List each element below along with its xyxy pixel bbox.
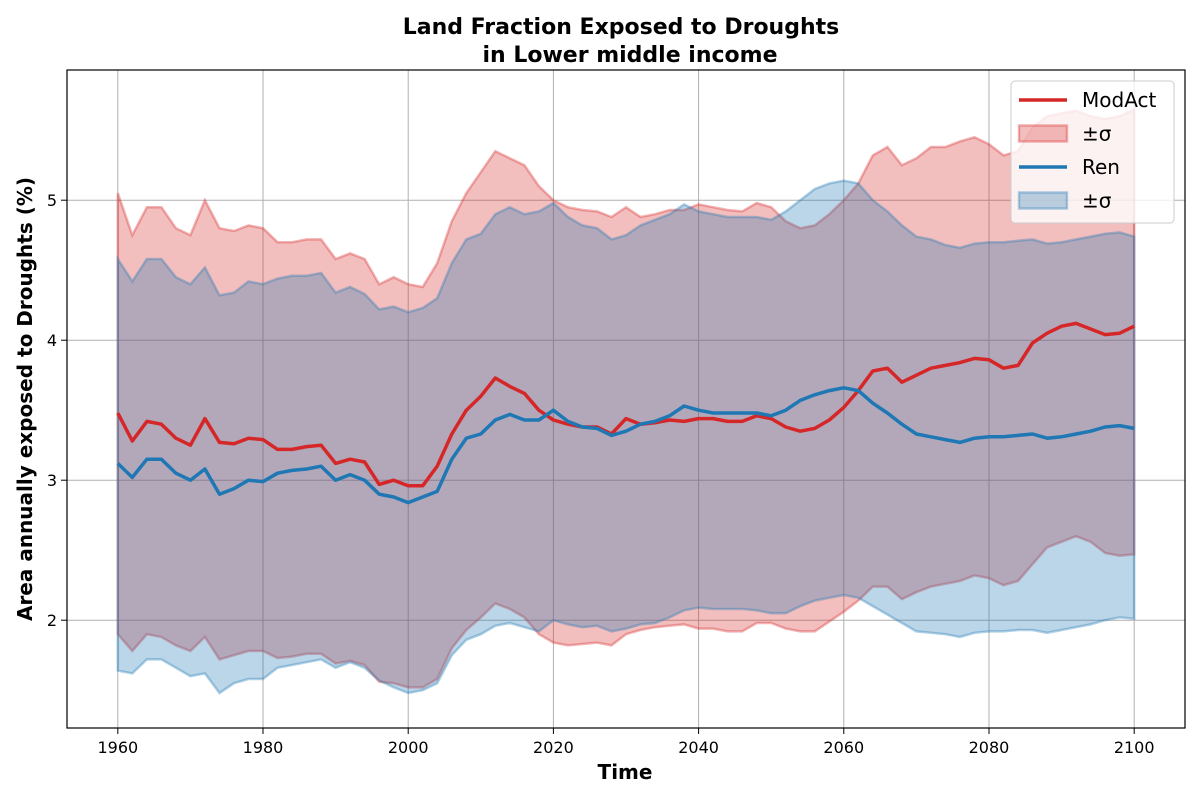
std-bands [116, 107, 1136, 695]
x-tick-label: 2060 [823, 738, 864, 757]
x-tick-label: 2080 [969, 738, 1010, 757]
legend-band-swatch [1017, 191, 1069, 210]
x-tick-label: 2040 [678, 738, 719, 757]
series-lines [116, 321, 1135, 505]
legend-label: ±σ [1082, 122, 1112, 146]
std-band-modact [116, 107, 1136, 689]
std-band-ren [116, 179, 1136, 695]
y-tick-label: 5 [47, 191, 57, 210]
y-axis-ticks: 2 3 4 5 [47, 191, 67, 630]
legend-label: Ren [1082, 155, 1120, 179]
x-tick-label: 2000 [388, 738, 429, 757]
x-tick-label: 2100 [1114, 738, 1155, 757]
x-axis-label: Time [598, 760, 653, 784]
x-tick-label: 1980 [243, 738, 284, 757]
x-tick-label: 1960 [97, 738, 138, 757]
x-tick-label: 2020 [533, 738, 574, 757]
series-line-ren [116, 386, 1135, 505]
y-tick-label: 2 [47, 611, 57, 630]
y-tick-label: 4 [47, 331, 57, 350]
y-tick-label: 3 [47, 471, 57, 490]
chart-subtitle: in Lower middle income [482, 43, 777, 68]
x-axis-ticks: 1960 1980 2000 2020 2040 2060 2080 2100 [97, 728, 1155, 757]
legend-box [1010, 80, 1175, 224]
legend-label: ModAct [1082, 88, 1157, 112]
chart-title: Land Fraction Exposed to Droughts [403, 15, 840, 40]
legend-label: ±σ [1082, 189, 1112, 213]
y-axis-label: Area annually exposed to Droughts (%) [13, 177, 37, 621]
legend-band-swatch [1017, 124, 1069, 143]
plot-frame [66, 69, 1186, 729]
legend: ModAct ±σ Ren ±σ [1010, 80, 1175, 224]
grid-lines [67, 70, 1185, 728]
series-line-modact [116, 321, 1135, 488]
